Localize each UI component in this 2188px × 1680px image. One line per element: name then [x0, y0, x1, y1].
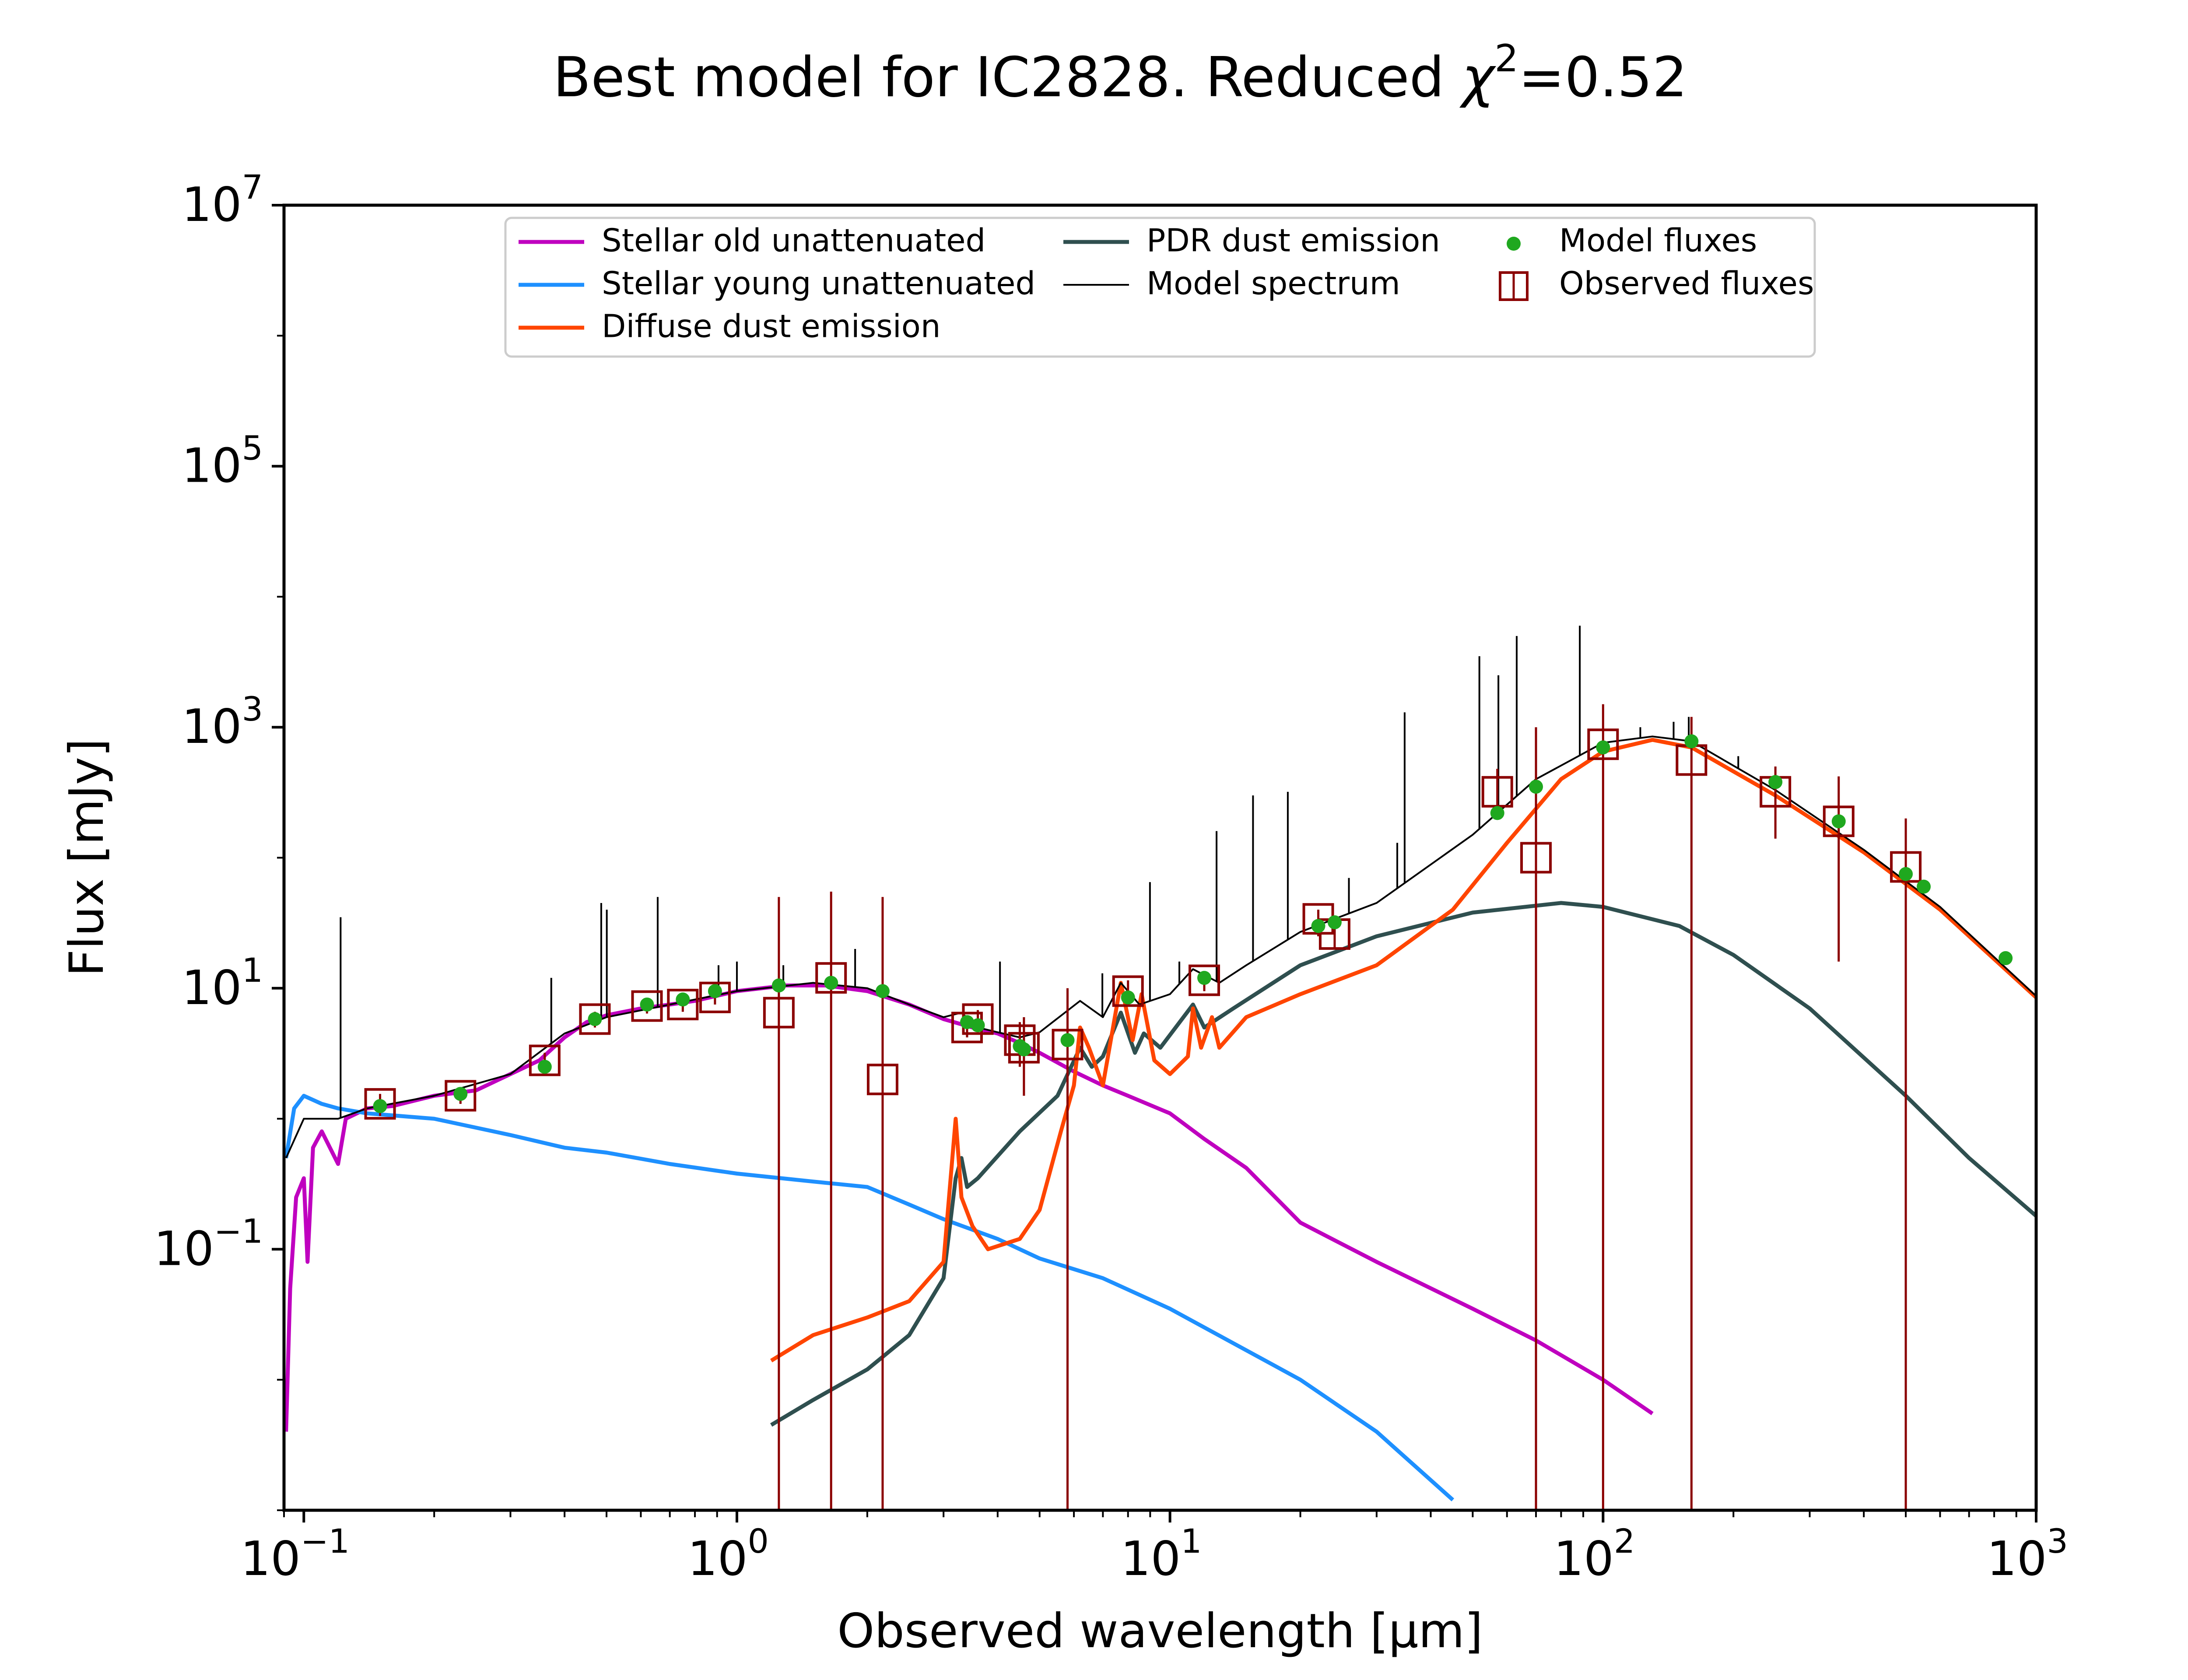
observed-flux-marker	[1823, 805, 1855, 837]
observed-flux-marker	[1890, 851, 1922, 883]
tick-label: 101	[1121, 1522, 1202, 1586]
legend-label: Stellar old unattenuated	[602, 222, 985, 259]
observed-flux-marker	[1189, 964, 1220, 996]
legend-label: Model spectrum	[1147, 265, 1400, 302]
series-line-diffuse-dust-emission	[770, 738, 2036, 1362]
observed-flux-marker	[1112, 975, 1144, 1007]
y-axis-label: Flux [mJy]	[60, 738, 114, 976]
observed-flux-marker	[815, 962, 847, 994]
series-line-stellar-young-unattenuated	[284, 1094, 1455, 1502]
model-flux-point	[1490, 806, 1504, 820]
observed-flux-marker	[1052, 1029, 1083, 1060]
legend-label: Model fluxes	[1559, 222, 1757, 259]
legend-box	[504, 217, 1816, 358]
model-flux-point	[875, 984, 890, 998]
model-flux-point	[1060, 1033, 1075, 1047]
plot-area	[284, 205, 2036, 1510]
model-flux-point	[1899, 867, 1913, 881]
legend-label: Stellar young unattenuated	[602, 265, 1035, 302]
observed-flux-marker	[1520, 842, 1552, 874]
tick-label: 107	[182, 168, 263, 232]
model-flux-point	[771, 978, 786, 993]
model-flux-point	[1327, 915, 1342, 930]
model-flux-point	[537, 1060, 552, 1074]
legend-label: Diffuse dust emission	[602, 308, 941, 345]
legend-label: Observed fluxes	[1559, 265, 1814, 302]
legend-entry: Stellar old unattenuated	[519, 222, 985, 259]
legend-entry: Model spectrum	[1063, 265, 1400, 302]
model-flux-point	[1999, 951, 2013, 966]
observed-flux-marker	[866, 1064, 898, 1096]
tick-label: 103	[182, 690, 263, 754]
observed-flux-marker	[445, 1080, 477, 1112]
tick-label: 100	[687, 1522, 769, 1586]
model-flux-point	[824, 976, 838, 990]
legend-entry: Model fluxes	[1507, 222, 1757, 259]
model-flux-point	[373, 1099, 387, 1113]
legend-label: PDR dust emission	[1147, 222, 1440, 259]
observed-flux-marker	[1587, 728, 1619, 760]
legend-swatch	[1507, 237, 1521, 251]
observed-flux-marker	[699, 981, 731, 1013]
tick-label: 102	[1553, 1522, 1635, 1586]
model-flux-point	[1311, 919, 1325, 933]
series-line-model-spectrum	[285, 735, 2036, 1158]
legend-entry: Stellar young unattenuated	[519, 265, 1035, 302]
tick-label: 10−1	[154, 1211, 263, 1276]
model-flux-point	[676, 992, 690, 1007]
chart-title: Best model for IC2828. Reduced χ2=0.52	[553, 37, 1687, 109]
legend-entry: Observed fluxes	[1499, 265, 1814, 302]
model-flux-point	[960, 1015, 974, 1029]
series-line-pdr-dust-emission	[770, 901, 2036, 1427]
model-flux-point	[971, 1018, 985, 1032]
model-flux-point	[1017, 1042, 1031, 1057]
tick-label: 105	[182, 429, 263, 494]
model-flux-point	[1596, 740, 1610, 755]
legend-entry: PDR dust emission	[1063, 222, 1440, 259]
observed-flux-marker	[529, 1044, 561, 1076]
observed-flux-marker	[579, 1003, 611, 1035]
model-flux-point	[1684, 734, 1699, 749]
model-flux-point	[1529, 780, 1543, 794]
observed-flux-marker	[1008, 1032, 1040, 1064]
x-axis-label: Observed wavelength [μm]	[837, 1604, 1483, 1659]
observed-flux-marker	[364, 1088, 396, 1120]
model-flux-point	[588, 1012, 602, 1026]
model-flux-point	[1917, 879, 1931, 894]
observed-flux-marker	[763, 997, 795, 1029]
model-flux-point	[1197, 971, 1212, 985]
tick-label: 10−1	[241, 1522, 350, 1586]
tick-label: 103	[1987, 1522, 2068, 1586]
observed-flux-marker	[667, 989, 699, 1021]
observed-flux-marker	[631, 990, 663, 1022]
model-flux-point	[708, 984, 722, 998]
tick-label: 101	[182, 951, 263, 1015]
model-flux-point	[1768, 775, 1783, 789]
model-flux-point	[1831, 814, 1846, 829]
model-flux-point	[1121, 990, 1135, 1004]
legend-entry: Diffuse dust emission	[519, 308, 941, 345]
model-flux-point	[640, 998, 654, 1012]
model-flux-point	[453, 1087, 468, 1101]
